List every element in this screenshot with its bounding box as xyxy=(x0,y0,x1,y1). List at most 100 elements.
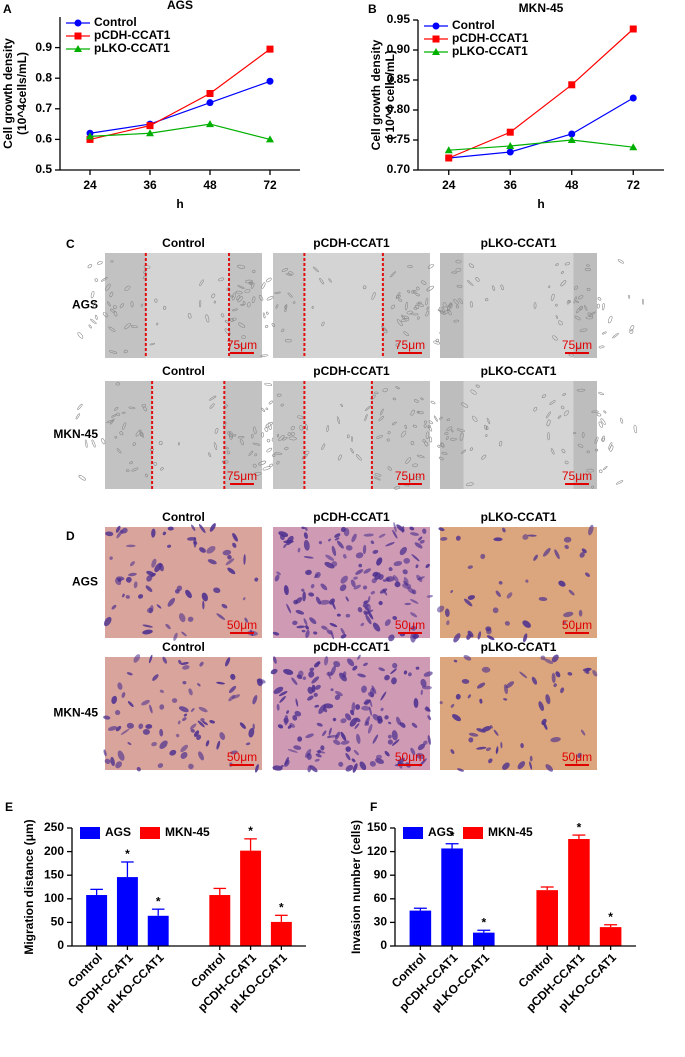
cell xyxy=(591,485,595,489)
x-tick-label: 24 xyxy=(83,178,97,192)
cell xyxy=(573,296,577,304)
stained-cell xyxy=(345,752,351,761)
chart-title: MKN-45 xyxy=(519,1,564,15)
cell xyxy=(110,260,114,263)
stained-cell xyxy=(180,751,188,759)
wound-area xyxy=(304,253,383,358)
cell xyxy=(395,343,400,347)
cell xyxy=(420,397,424,401)
stained-cell xyxy=(209,720,216,724)
cell xyxy=(433,340,440,345)
y-axis-label: Invasion number (cells) xyxy=(349,820,363,954)
cell xyxy=(550,293,555,301)
cell xyxy=(466,482,474,487)
cell xyxy=(284,309,287,312)
bar xyxy=(536,890,558,946)
cell xyxy=(603,410,607,414)
cell xyxy=(453,319,460,323)
cell xyxy=(575,306,582,314)
stained-cell xyxy=(201,592,208,602)
stained-cell xyxy=(126,672,133,676)
stained-cell xyxy=(191,707,195,712)
stained-cell xyxy=(378,601,383,606)
y-tick-label: 30 xyxy=(374,915,388,929)
bar xyxy=(86,895,108,946)
stained-cell xyxy=(254,577,259,582)
bar xyxy=(441,848,463,946)
micrograph-bg xyxy=(440,527,597,638)
cell xyxy=(113,311,118,317)
cell xyxy=(254,453,258,457)
stained-cell xyxy=(309,765,318,773)
cell xyxy=(586,468,595,473)
column-header: pCDH-CCAT1 xyxy=(313,640,390,654)
stained-cell xyxy=(377,718,383,724)
stained-cell xyxy=(391,739,400,746)
stained-cell xyxy=(476,746,487,750)
cell xyxy=(78,474,86,481)
series-line xyxy=(448,28,634,159)
stained-cell xyxy=(293,745,302,750)
cell xyxy=(281,268,288,272)
stained-cell xyxy=(367,691,375,698)
data-point xyxy=(206,90,214,97)
cell xyxy=(238,322,246,328)
cell xyxy=(233,433,237,437)
y-tick-label: 0 xyxy=(380,938,387,952)
cell xyxy=(284,446,289,451)
cell xyxy=(390,304,396,310)
cell xyxy=(162,305,167,310)
cell xyxy=(403,331,409,337)
scale-bar-label: 75μm xyxy=(395,338,425,352)
cell xyxy=(469,301,473,308)
cell xyxy=(100,277,108,282)
stained-cell xyxy=(457,768,465,772)
cell xyxy=(319,277,325,285)
cell xyxy=(128,406,136,410)
x-tick-label: 48 xyxy=(203,178,217,192)
stained-cell xyxy=(128,572,137,577)
cell xyxy=(461,449,467,455)
data-point xyxy=(506,142,515,149)
y-axis-label: Cell growth density xyxy=(1,38,15,149)
stained-cell xyxy=(358,563,363,568)
cell xyxy=(77,403,83,410)
cell xyxy=(187,313,192,319)
cell xyxy=(123,349,128,354)
stained-cell xyxy=(426,595,433,598)
stained-cell xyxy=(555,671,561,678)
stained-cell xyxy=(209,523,216,532)
stained-cell xyxy=(388,721,392,725)
cell xyxy=(439,416,443,420)
cell xyxy=(228,430,234,437)
cell xyxy=(272,454,276,458)
stained-cell xyxy=(125,595,130,599)
stained-cell xyxy=(329,622,338,628)
stained-cell xyxy=(345,746,351,752)
cell xyxy=(90,318,97,325)
x-axis-label: h xyxy=(176,197,183,211)
cell xyxy=(417,410,424,415)
stained-cell xyxy=(325,554,335,561)
stained-cell xyxy=(331,561,338,567)
stained-cell xyxy=(352,665,358,671)
micrograph-bg xyxy=(440,657,597,770)
cell xyxy=(491,285,496,291)
significance-mark: * xyxy=(125,847,130,861)
cell xyxy=(574,315,581,321)
stained-cell xyxy=(476,728,486,733)
cell xyxy=(266,311,269,315)
stained-cell xyxy=(127,701,134,708)
data-point xyxy=(506,128,514,136)
stained-cell xyxy=(283,543,287,549)
stained-cell xyxy=(322,730,327,737)
stained-cell xyxy=(190,728,195,733)
stained-cell xyxy=(479,698,483,704)
cell xyxy=(251,296,256,303)
y-tick-label: 250 xyxy=(44,820,64,834)
cell xyxy=(94,278,99,282)
stained-cell xyxy=(133,654,141,663)
cell xyxy=(404,424,408,429)
stained-cell xyxy=(411,722,418,728)
cell xyxy=(160,467,164,471)
